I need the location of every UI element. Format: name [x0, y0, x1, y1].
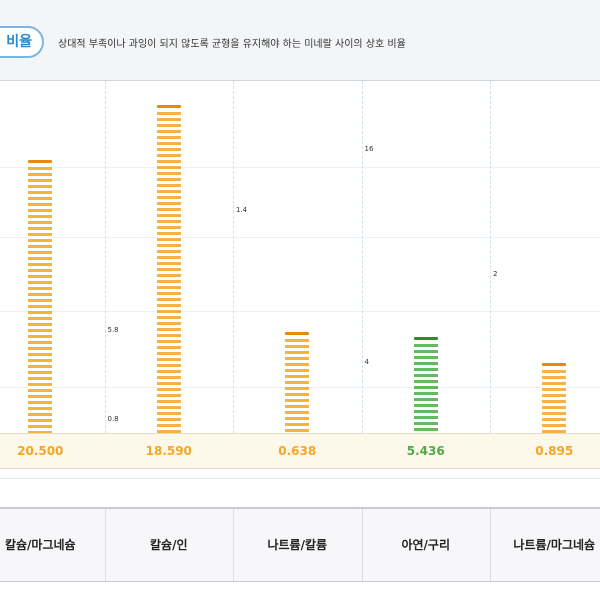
- category-label-4: 아연/구리: [401, 538, 451, 552]
- bar-stripes: [28, 166, 53, 434]
- bar-cap: [413, 337, 438, 341]
- bar-stripes: [413, 344, 438, 434]
- column-gridline: [233, 81, 234, 433]
- bar-5[interactable]: [542, 362, 567, 434]
- axis-tick-label: 1.4: [236, 206, 248, 214]
- value-label-1: 20.500: [17, 444, 64, 458]
- column-separator: [104, 509, 106, 581]
- category-label-3: 나트륨/칼륨: [267, 538, 328, 552]
- value-label-4: 5.436: [406, 444, 445, 458]
- category-label-1: 칼슘/마그네슘: [4, 538, 76, 552]
- column-separator: [490, 509, 491, 581]
- header-bar: 비율 상대적 부족이나 과잉이 되지 않도록 균형을 유지해야 하는 미네랄 사…: [0, 0, 600, 80]
- column-gridline: [361, 81, 363, 433]
- value-label-5: 0.895: [535, 444, 574, 458]
- column-gridline: [490, 81, 491, 433]
- category-label-5: 나트륨/마그네슘: [513, 538, 596, 552]
- bar-4[interactable]: [413, 337, 438, 434]
- category-label-row: 칼슘/마그네슘 칼슘/인 나트륨/칼륨 아연/구리 나트륨/마그네슘: [0, 507, 600, 582]
- axis-tick-label: 4: [364, 357, 369, 366]
- horizontal-gridline: [0, 311, 600, 312]
- axis-tick-label: 5.8: [107, 326, 119, 335]
- bar-1[interactable]: [28, 159, 53, 434]
- bar-cap: [156, 105, 181, 109]
- spacer-row: [0, 468, 600, 506]
- bar-stripes: [542, 369, 567, 434]
- value-label-2: 18.590: [145, 444, 192, 458]
- bar-2[interactable]: [156, 105, 181, 434]
- column-separator: [361, 509, 363, 581]
- bar-stripes: [156, 112, 181, 434]
- bar-cap: [285, 332, 310, 336]
- ratio-chart: 5.80.83.41.416462: [0, 80, 600, 434]
- bar-3[interactable]: [285, 332, 310, 434]
- value-row: 20.500 18.590 0.638 5.436 0.895: [0, 433, 600, 469]
- bar-stripes: [285, 339, 310, 434]
- axis-tick-label: 2: [493, 270, 498, 279]
- horizontal-gridline: [0, 167, 600, 168]
- ratio-tab-badge[interactable]: 비율: [0, 26, 44, 58]
- value-label-3: 0.638: [278, 444, 317, 458]
- column-gridline: [104, 81, 106, 433]
- axis-tick-label: 0.8: [107, 414, 119, 423]
- ratio-description: 상대적 부족이나 과잉이 되지 않도록 균형을 유지해야 하는 미네랄 사이의 …: [58, 39, 406, 50]
- bar-cap: [28, 159, 53, 163]
- divider: [0, 478, 600, 479]
- axis-tick-label: 16: [364, 144, 374, 153]
- horizontal-gridline: [0, 237, 600, 238]
- bar-cap: [542, 362, 567, 366]
- category-label-2: 칼슘/인: [149, 538, 188, 552]
- column-separator: [233, 509, 234, 581]
